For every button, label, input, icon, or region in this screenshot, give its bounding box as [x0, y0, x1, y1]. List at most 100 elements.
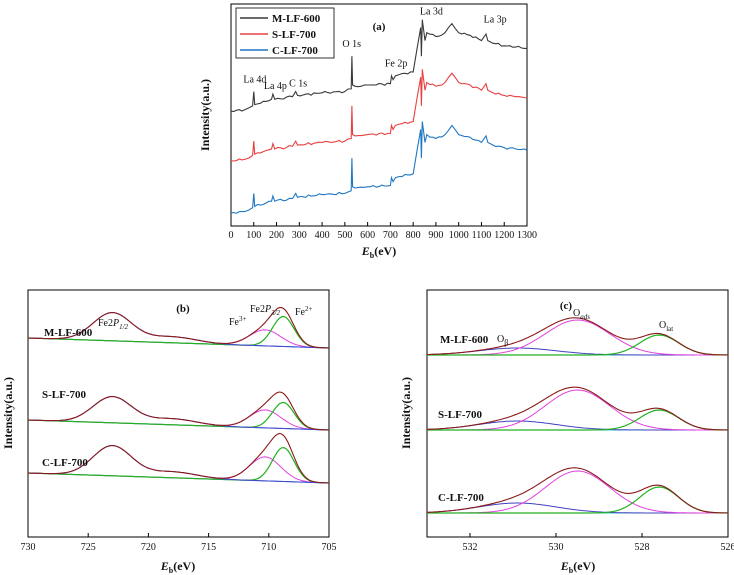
- series-m-lf-600: [230, 19, 527, 113]
- annotation-obeta: Oβ: [497, 334, 508, 347]
- panel-a-xlabel: Eb(eV): [361, 244, 396, 260]
- xtick-label: 600: [360, 230, 375, 241]
- fit-fe2: [27, 315, 330, 349]
- oads-base: O: [573, 308, 580, 319]
- peak-label-c1s: C 1s: [289, 78, 307, 89]
- annotation-fe3: Fe3+: [229, 315, 247, 328]
- fe2p12-ital: P: [112, 318, 119, 329]
- panel-c-xlabel-main: E: [560, 559, 569, 573]
- xtick-label: 1100: [472, 230, 492, 241]
- panel-c-series: [426, 317, 729, 514]
- fit-fe3: [27, 409, 330, 431]
- peak-label-la4d: La 4d: [243, 74, 266, 85]
- xtick-label: 528: [635, 542, 650, 553]
- fit-envelope: [426, 386, 729, 431]
- fe3-sup: 3+: [239, 315, 247, 323]
- panel-c-sample-c-lf-700: C-LF-700: [438, 492, 484, 504]
- panel-b-xlabel-unit: (eV): [173, 559, 195, 573]
- fe2p12-sub: 1/2: [119, 323, 128, 331]
- xtick-label: 532: [463, 542, 478, 553]
- olat-sub: lat: [666, 325, 673, 333]
- fe2-sup: 2+: [305, 305, 313, 313]
- fe3-base: Fe: [229, 317, 240, 328]
- annotation-fe2p32: Fe2P3/2: [250, 304, 281, 317]
- xtick-label: 710: [261, 542, 276, 553]
- xtick-label: 400: [315, 230, 330, 241]
- panel-a-xlabel-sub: b: [370, 251, 375, 260]
- xtick-label: 200: [269, 230, 284, 241]
- panel-b-xlabel-sub: b: [169, 566, 174, 575]
- peak-label-la4p: La 4p: [264, 81, 287, 92]
- panel-a-ylabel: Intensity(a.u.): [198, 79, 212, 151]
- legend-label-s-lf-700: S-LF-700: [272, 29, 317, 41]
- xtick-label: 100: [246, 230, 261, 241]
- legend-label-m-lf-600: M-LF-600: [272, 13, 321, 25]
- xtick-label: 0: [229, 230, 234, 241]
- panel-a-xlabel-main: E: [361, 244, 370, 258]
- panel-c-xlabel-sub: b: [569, 566, 574, 575]
- panel-c: (c) Intensity(a.u.) Eb(eV) 532 530 528 526 …: [399, 289, 734, 575]
- panel-a-label: (a): [373, 21, 386, 33]
- panel-a-xlabel-unit: (eV): [374, 244, 396, 258]
- fit-fe2: [27, 446, 330, 484]
- obeta-sub: β: [504, 338, 508, 347]
- panel-b-sample-c-lf-700: C-LF-700: [42, 457, 88, 469]
- annotation-fe2: Fe2+: [295, 305, 313, 318]
- panel-b-series: [27, 307, 330, 484]
- xtick-label: 715: [201, 542, 216, 553]
- panel-c-xlabel-unit: (eV): [573, 559, 595, 573]
- panel-b-label: (b): [176, 303, 190, 315]
- annotation-olat: Olat: [659, 320, 673, 333]
- xtick-label: 526: [721, 542, 734, 553]
- olat-base: O: [659, 320, 666, 331]
- annotation-fe2p12: Fe2P1/2: [98, 318, 129, 331]
- peak-label-la3d: La 3d: [420, 6, 443, 17]
- xtick-label: 720: [141, 542, 156, 553]
- fe2p32-main: Fe2: [250, 304, 265, 315]
- xtick-label: 1200: [494, 230, 514, 241]
- series-c-lf-700: [230, 121, 528, 214]
- panel-a-frame: [230, 3, 528, 227]
- panel-b-sample-m-lf-600: M-LF-600: [44, 327, 93, 339]
- peak-label-o1s: O 1s: [342, 39, 361, 50]
- panel-b: (b) Intensity(a.u.) Eb(eV) 730 725 720 715 7…: [1, 289, 337, 575]
- panel-c-ylabel: Intensity(a.u.): [399, 377, 413, 449]
- fit-envelope: [427, 467, 729, 514]
- panel-a-series: [230, 19, 528, 214]
- fe2p32-ital: P: [264, 304, 271, 315]
- fit-envelope: [27, 432, 330, 484]
- fit-fe2: [27, 401, 330, 431]
- peak-label-fe2p: Fe 2p: [385, 59, 408, 70]
- panel-a-xticks: 0 100 200 300 400 500 600 700 800 900 1000 1100 1200…: [229, 222, 537, 241]
- fe2p32-sub: 3/2: [270, 309, 280, 317]
- fit-envelope: [427, 317, 729, 356]
- xtick-label: 1300: [517, 230, 537, 241]
- xtick-label: 530: [549, 542, 564, 553]
- annotation-oads: Oads: [573, 308, 590, 321]
- panel-b-xticks: 730 725 720 715 710 705: [21, 533, 337, 553]
- fe2p12-main: Fe2: [98, 318, 113, 329]
- xtick-label: 725: [81, 542, 96, 553]
- panel-c-sample-m-lf-600: M-LF-600: [440, 334, 489, 346]
- panel-c-frame: [426, 289, 729, 538]
- panel-a-legend: M-LF-600 S-LF-700 C-LF-700: [235, 7, 335, 59]
- panel-c-xlabel: Eb(eV): [560, 559, 595, 575]
- xtick-label: 500: [337, 230, 352, 241]
- xtick-label: 705: [322, 542, 337, 553]
- panel-c-sample-s-lf-700: S-LF-700: [438, 409, 483, 421]
- xtick-label: 300: [292, 230, 307, 241]
- xtick-label: 1000: [449, 230, 469, 241]
- panel-b-xlabel-main: E: [160, 559, 169, 573]
- panel-b-frame: [27, 289, 330, 538]
- obeta-base: O: [497, 334, 504, 345]
- panel-a: (a) Intensity(a.u.) Eb(eV) 0 100 200 300 400…: [198, 3, 537, 260]
- series-s-lf-700: [230, 69, 528, 162]
- fit-envelope: [27, 391, 330, 431]
- panel-b-sample-s-lf-700: S-LF-700: [42, 389, 87, 401]
- oads-sub: ads: [580, 313, 590, 321]
- peak-label-la3p: La 3p: [484, 14, 507, 25]
- panel-c-xticks: 532 530 528 526: [463, 533, 734, 553]
- xtick-label: 800: [406, 230, 421, 241]
